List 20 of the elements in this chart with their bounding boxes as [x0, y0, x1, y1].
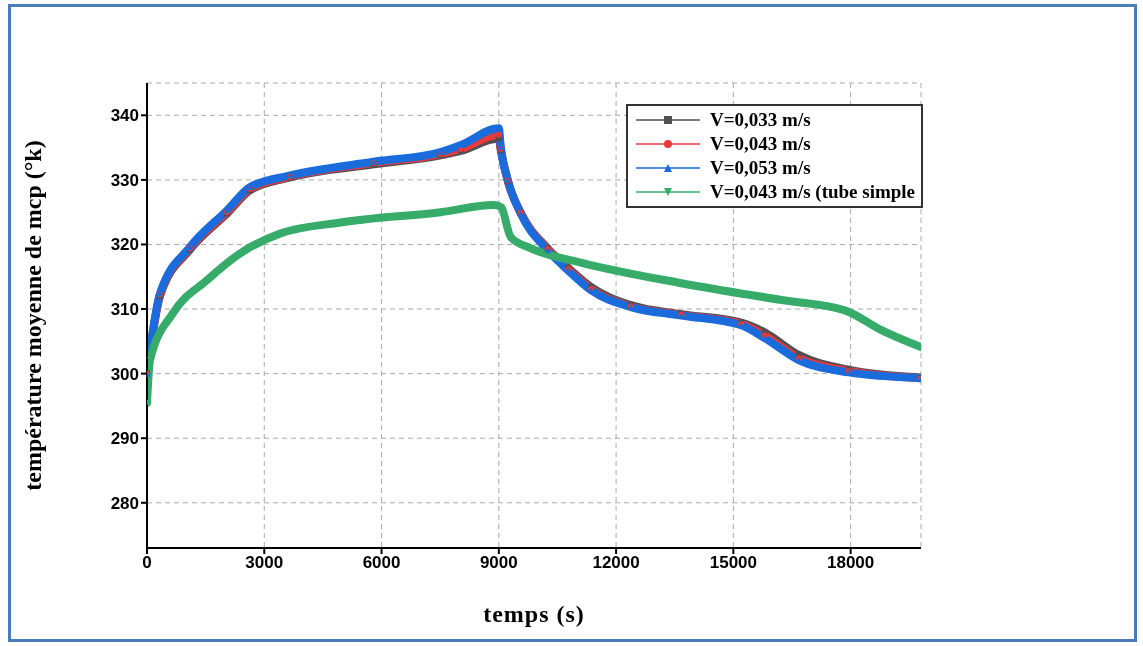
x-tick-label: 0	[142, 553, 152, 573]
y-tick-label: 340	[110, 106, 139, 126]
y-tick-label: 320	[110, 235, 139, 255]
legend-label: V=0,033 m/s	[710, 109, 811, 131]
legend-label: V=0,043 m/s (tube simple	[710, 181, 916, 203]
x-tick-label: 9000	[479, 553, 518, 573]
y-tick-label: 290	[110, 429, 139, 449]
x-tick-label: 15000	[709, 553, 757, 573]
y-tick-label: 300	[110, 364, 139, 384]
y-tick-label: 310	[110, 300, 139, 320]
x-tick-label: 3000	[245, 553, 284, 573]
x-tick-label: 6000	[362, 553, 401, 573]
y-tick-label: 280	[110, 493, 139, 513]
y-axis-title: température moyenne de mcp (°k)	[19, 140, 46, 491]
legend-label: V=0,043 m/s	[710, 133, 811, 155]
x-axis-title: temps (s)	[483, 601, 585, 627]
x-tick-label: 18000	[827, 553, 875, 573]
x-tick-label: 12000	[592, 553, 640, 573]
legend-label: V=0,053 m/s	[710, 157, 811, 179]
y-tick-label: 330	[110, 170, 139, 190]
